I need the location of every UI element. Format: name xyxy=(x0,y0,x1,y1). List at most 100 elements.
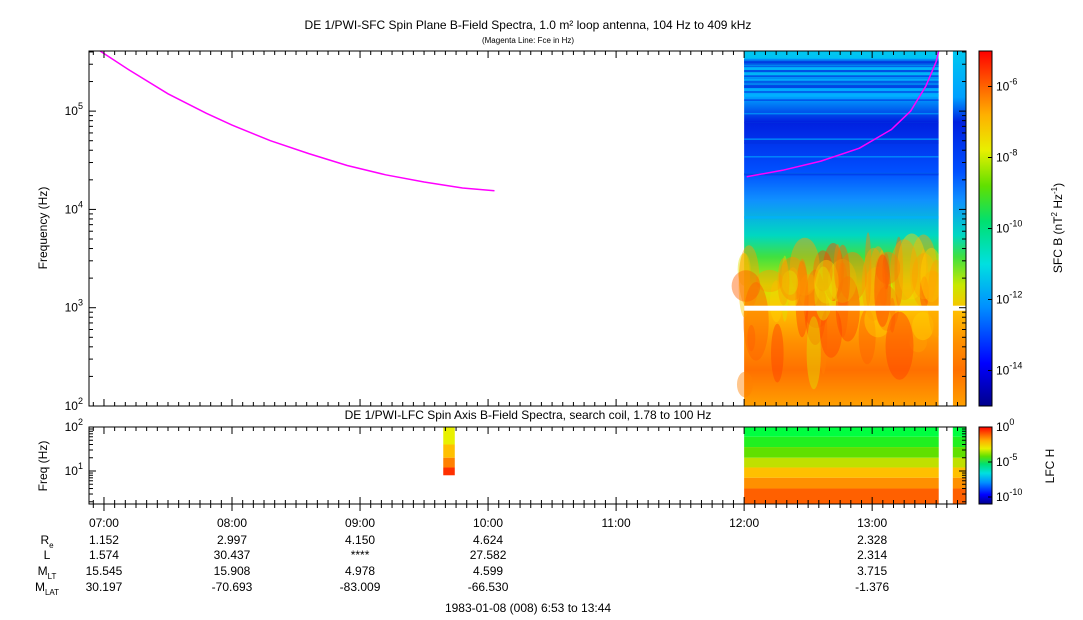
tick-base: 10 xyxy=(65,104,79,118)
sfc-intensity-patch xyxy=(835,244,851,310)
sfc-band-streak xyxy=(744,84,939,87)
ephemeris-row-label: MLAT xyxy=(35,580,59,597)
time-tick-label: 11:00 xyxy=(602,516,631,530)
lfc-band-cell xyxy=(952,427,966,437)
lfc-band-cell xyxy=(744,427,939,437)
sfc-intensity-patch xyxy=(921,270,944,307)
tick-base: 10 xyxy=(996,490,1010,504)
lfc-band-cell xyxy=(952,477,966,489)
fce-line xyxy=(99,50,940,192)
sfc-intensity-patch xyxy=(822,242,844,302)
ephemeris-value: 1.152 xyxy=(89,533,119,547)
sfc-band-streak xyxy=(744,112,939,115)
ephemeris-label-sub: LAT xyxy=(45,588,59,597)
sfc-colorbar-label-main: SFC B (nT xyxy=(1051,216,1065,273)
time-tick-label: 09:00 xyxy=(345,516,375,530)
ephemeris-row-label: Re xyxy=(40,533,54,550)
sfc-intensity-patch xyxy=(820,306,843,358)
sfc-y-tick-label: 103 xyxy=(65,298,83,315)
sfc-intensity-patch xyxy=(833,243,842,289)
time-tick-label: 13:00 xyxy=(857,516,887,530)
sfc-intensity-patch xyxy=(813,250,833,292)
sfc-intensity-patch xyxy=(864,266,891,302)
sfc-band-streak xyxy=(744,141,939,144)
sfc-band-streak xyxy=(744,172,939,176)
time-tick-label: 10:00 xyxy=(473,516,503,530)
sfc-intensity-patch xyxy=(737,253,751,286)
ephemeris-row-label: L xyxy=(44,548,51,562)
tick-exponent: -14 xyxy=(1009,361,1022,371)
lfc-band-cell xyxy=(952,457,966,468)
sfc-intensity-patch xyxy=(920,247,943,303)
tick-base: 10 xyxy=(65,399,79,413)
lfc-burst-cell xyxy=(443,444,455,458)
sfc-intensity-patch xyxy=(747,324,756,352)
ephemeris-label-sub: LT xyxy=(48,572,57,581)
chart-title: DE 1/PWI-SFC Spin Plane B-Field Spectra,… xyxy=(305,18,752,32)
lfc-band-cell xyxy=(744,436,939,448)
sfc-intensity-patch xyxy=(795,261,809,338)
sfc-band-streak xyxy=(744,88,939,91)
ephemeris-value: 4.624 xyxy=(473,533,503,547)
sfc-intensity-patch xyxy=(864,232,872,307)
sfc-band-gap xyxy=(744,305,966,311)
sfc-intensity-patch xyxy=(879,280,887,307)
colorbar-tick-label: 10-10 xyxy=(996,487,1022,504)
sfc-colorbar-label-mid: Hz xyxy=(1051,194,1065,212)
lfc-band-cell xyxy=(952,447,966,458)
ephemeris-value: -70.693 xyxy=(212,580,253,594)
lfc-y-axis-label: Freq (Hz) xyxy=(36,441,50,492)
lfc-y-tick-label: 102 xyxy=(65,417,83,434)
sfc-band-streak xyxy=(744,94,939,97)
lfc-burst-cell xyxy=(443,457,455,468)
sfc-colorbar-label: SFC B (nT2 Hz-1) xyxy=(1050,183,1065,273)
sfc-intensity-patch xyxy=(828,259,857,303)
lfc-colorbar-label: LFC H xyxy=(1043,449,1057,484)
sfc-band-streak xyxy=(744,138,939,141)
time-tick-label: 08:00 xyxy=(217,516,247,530)
ephemeris-value: -66.530 xyxy=(468,580,509,594)
ephemeris-value: 27.582 xyxy=(470,548,507,562)
tick-exponent: 0 xyxy=(1009,417,1014,427)
sfc-plot-frame xyxy=(88,50,967,407)
sfc-band-streak xyxy=(744,69,939,73)
colorbar-tick-label: 10-6 xyxy=(996,77,1017,94)
lfc-band-cell xyxy=(744,457,939,468)
ephemeris-value: 30.197 xyxy=(86,580,123,594)
sfc-intensity-patch xyxy=(909,234,938,308)
sfc-intensity-patch xyxy=(814,266,833,321)
sfc-intensity-patch xyxy=(890,239,919,301)
sfc-intensity-patch xyxy=(796,258,808,322)
sfc-intensity-patch xyxy=(897,233,927,300)
lfc-spectrogram xyxy=(443,427,966,504)
lfc-panel-title: DE 1/PWI-LFC Spin Axis B-Field Spectra, … xyxy=(345,408,712,422)
tick-exponent: -10 xyxy=(1009,487,1022,497)
colorbar-tick-label: 10-14 xyxy=(996,361,1022,378)
lfc-band-cell xyxy=(952,488,966,504)
sfc-intensity-patch xyxy=(785,267,801,308)
ephemeris-value: 2.997 xyxy=(217,533,247,547)
tick-exponent: 4 xyxy=(78,199,83,209)
ephemeris-table: Re 1.152 2.997 4.150 4.624 2.328 L 1.574 30.437 *… xyxy=(35,533,890,597)
sfc-band-streak xyxy=(744,60,939,64)
sfc-intensity-patch xyxy=(885,311,914,380)
lfc-burst-cell xyxy=(443,467,455,476)
sfc-colorbar-label-sup2: -1 xyxy=(1050,186,1059,194)
ephemeris-value: 30.437 xyxy=(214,548,251,562)
sfc-intensity-patch xyxy=(864,303,892,338)
sfc-y-tick-label: 105 xyxy=(65,101,83,118)
tick-base: 10 xyxy=(996,293,1010,307)
sfc-intensity-patch xyxy=(771,323,784,383)
sfc-intensity-patch xyxy=(874,254,891,327)
sfc-band-streak xyxy=(744,58,939,61)
sfc-data-block xyxy=(952,51,966,406)
sfc-y-axis-label: Frequency (Hz) xyxy=(36,187,50,270)
sfc-intensity-patch xyxy=(882,253,890,290)
sfc-intensity-patch xyxy=(736,371,753,398)
tick-exponent: 3 xyxy=(78,298,83,308)
